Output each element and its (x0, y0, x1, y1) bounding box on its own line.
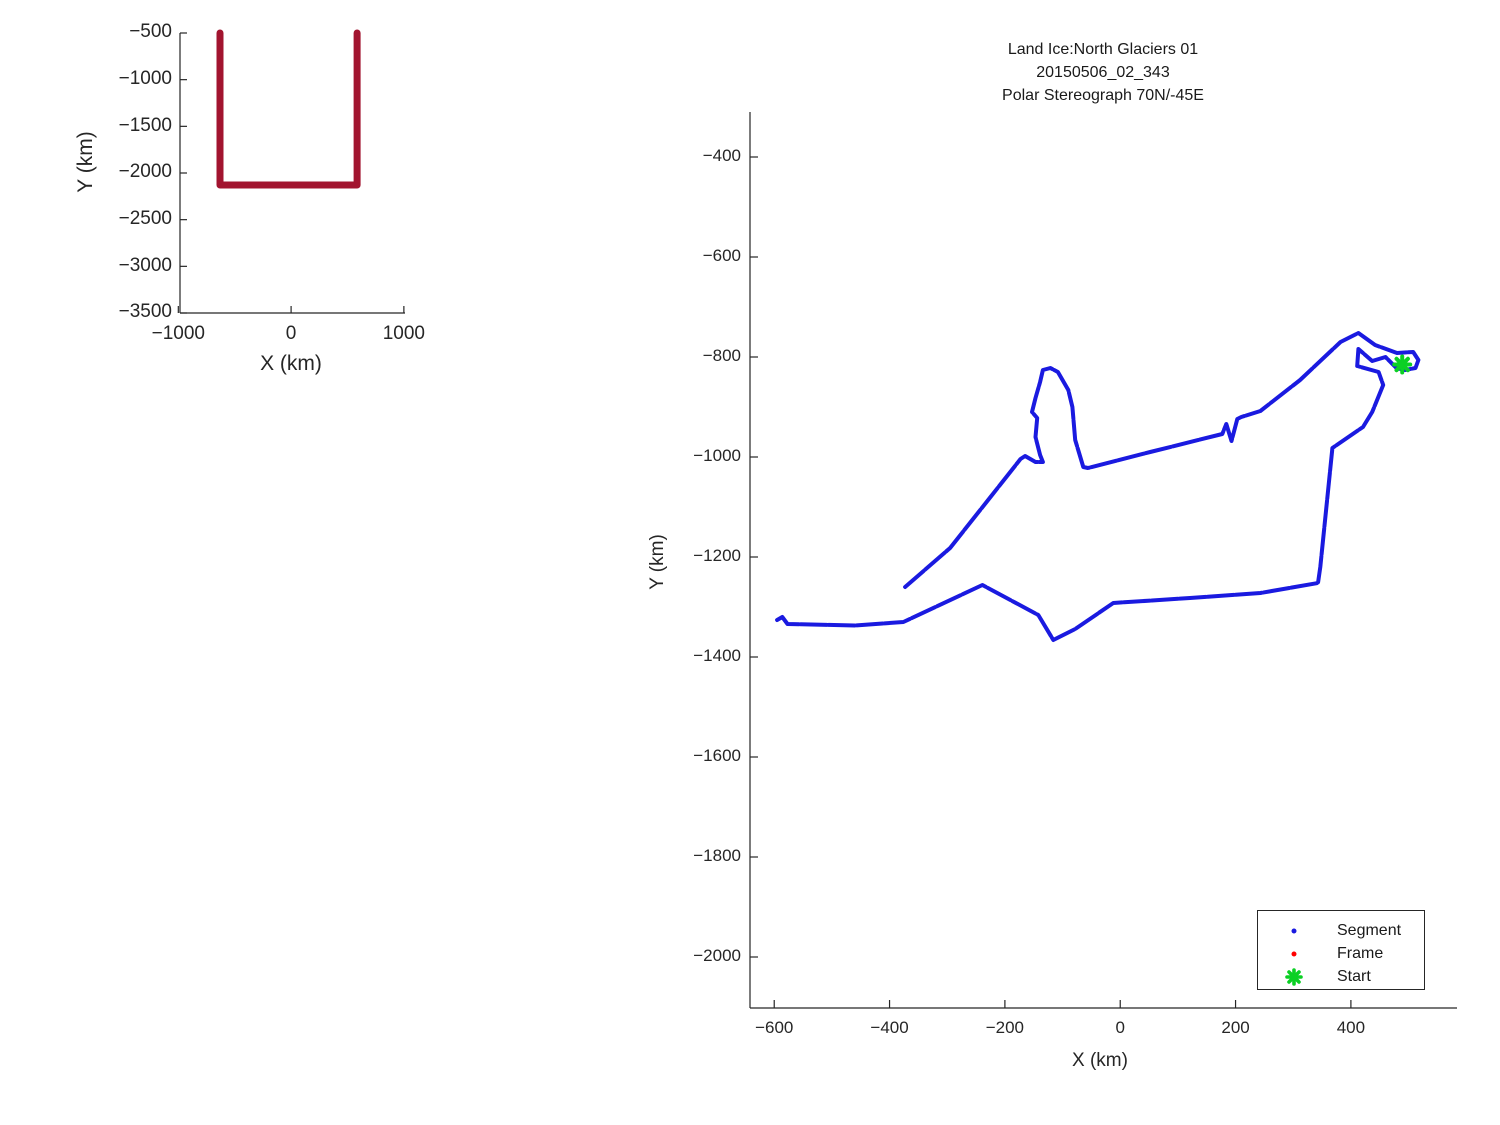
segment-trajectory-ytick--1800: −1800 (693, 846, 741, 866)
segment-trajectory-ytick--1400: −1400 (693, 646, 741, 666)
segment-trajectory-ytick--1000: −1000 (693, 446, 741, 466)
segment-trajectory-ytick--1600: −1600 (693, 746, 741, 766)
coverage-overview-xtick-0: 0 (285, 323, 297, 344)
coverage-overview-path (216, 29, 361, 189)
segment-trajectory-ytick--1200: −1200 (693, 546, 741, 566)
title-line-2: 20150506_02_343 (1036, 64, 1170, 81)
legend-label-segment: Segment (1337, 922, 1402, 939)
segment-trajectory-path (775, 331, 1421, 642)
coverage-overview-ytick--1500: −1500 (118, 114, 172, 136)
coverage-overview-ytick--3500: −3500 (118, 301, 172, 323)
overview-x-axis-label: X (km) (260, 352, 322, 375)
title-line-1: Land Ice:North Glaciers 01 (1007, 41, 1199, 58)
segment-trajectory-ytick--800: −800 (702, 346, 741, 366)
segment-trajectory-xtick--400: −400 (870, 1018, 909, 1037)
coverage-overview-ytick--500: −500 (129, 21, 172, 43)
start-marker (1392, 354, 1413, 375)
segment-trajectory-ytick--2000: −2000 (693, 946, 741, 966)
legend-item-segment: Segment (1258, 919, 1424, 943)
coverage-overview-ytick--3000: −3000 (118, 254, 172, 276)
segment-trajectory-xtick-0: 0 (1115, 1018, 1125, 1037)
segment-trajectory-ytick--400: −400 (702, 146, 741, 166)
segment-trajectory-ytick--600: −600 (702, 246, 741, 266)
legend-item-frame: Frame (1258, 942, 1424, 966)
legend-label-frame: Frame (1337, 945, 1384, 962)
coverage-overview-ytick--2500: −2500 (118, 207, 172, 229)
title-line-3: Polar Stereograph 70N/-45E (1002, 87, 1204, 104)
main-plot-title: Land Ice:North Glaciers 01 20150506_02_3… (853, 38, 1353, 107)
segment-trajectory-xtick-400: 400 (1336, 1018, 1366, 1037)
segment-trajectory-xtick-200: 200 (1221, 1018, 1250, 1037)
frame-marker-icon (1291, 951, 1297, 957)
coverage-overview-xtick-1000: 1000 (382, 323, 425, 344)
segment-trajectory-xtick--200: −200 (985, 1018, 1025, 1037)
coverage-overview-xtick--1000: −1000 (151, 323, 205, 344)
segment-trajectory-xtick--600: −600 (755, 1018, 794, 1037)
legend-item-start: Start (1258, 965, 1424, 989)
legend-label-start: Start (1337, 968, 1371, 985)
main-x-axis-label: X (km) (1072, 1050, 1128, 1071)
segment-marker-icon (1291, 928, 1297, 934)
start-marker-icon (1285, 968, 1303, 986)
legend: Segment Frame Start (1257, 910, 1425, 990)
coverage-overview-ytick--1000: −1000 (118, 67, 172, 89)
coverage-overview-ytick--2000: −2000 (118, 161, 172, 183)
